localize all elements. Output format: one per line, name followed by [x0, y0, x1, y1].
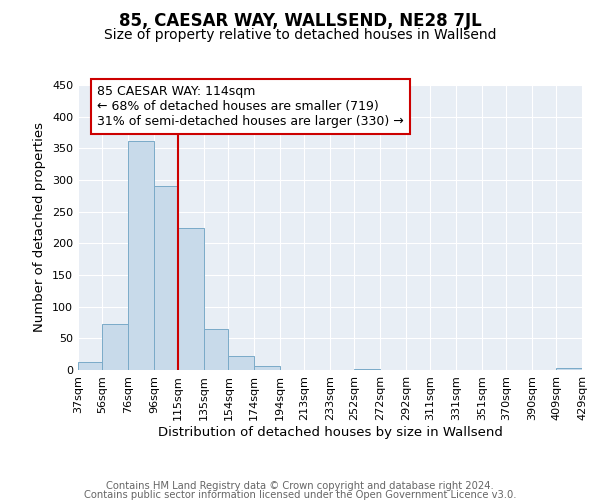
Text: 85, CAESAR WAY, WALLSEND, NE28 7JL: 85, CAESAR WAY, WALLSEND, NE28 7JL: [119, 12, 481, 30]
Text: Contains HM Land Registry data © Crown copyright and database right 2024.: Contains HM Land Registry data © Crown c…: [106, 481, 494, 491]
Text: 85 CAESAR WAY: 114sqm
← 68% of detached houses are smaller (719)
31% of semi-det: 85 CAESAR WAY: 114sqm ← 68% of detached …: [97, 85, 404, 128]
Bar: [229, 356, 254, 370]
Bar: [128, 140, 154, 370]
Bar: [78, 362, 103, 370]
Bar: [254, 366, 280, 370]
Text: Size of property relative to detached houses in Wallsend: Size of property relative to detached ho…: [104, 28, 496, 42]
Bar: [178, 228, 204, 370]
Bar: [103, 324, 128, 370]
X-axis label: Distribution of detached houses by size in Wallsend: Distribution of detached houses by size …: [158, 426, 502, 438]
Bar: [204, 329, 229, 370]
Bar: [154, 186, 178, 370]
Y-axis label: Number of detached properties: Number of detached properties: [34, 122, 46, 332]
Bar: [556, 368, 582, 370]
Text: Contains public sector information licensed under the Open Government Licence v3: Contains public sector information licen…: [84, 490, 516, 500]
Bar: [355, 368, 380, 370]
